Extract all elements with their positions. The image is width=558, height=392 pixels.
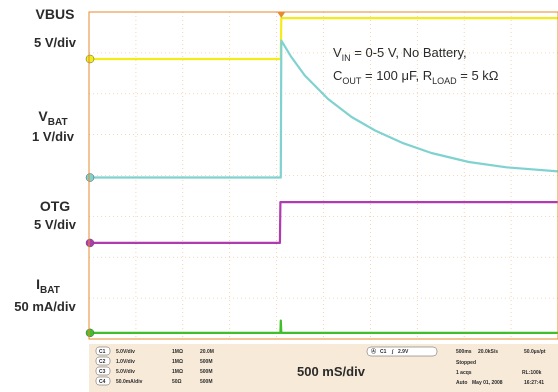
svg-text:VBUS: VBUS	[36, 6, 75, 22]
trace-vbat	[89, 39, 558, 179]
svg-text:5 V/div: 5 V/div	[34, 35, 77, 50]
svg-text:2.9V: 2.9V	[398, 349, 409, 355]
svg-text:RL:100k: RL:100k	[522, 370, 542, 376]
svg-text:VBAT: VBAT	[38, 108, 67, 128]
trigger-icon: Ⓐ	[371, 348, 376, 355]
channel-setting-row: C2 1.0V/div 1MΩ 500M	[95, 356, 213, 366]
ibat-label: IBAT 50 mA/div	[14, 276, 76, 314]
graticule	[89, 12, 558, 339]
channel-marker-vbat	[85, 173, 95, 182]
svg-text:1MΩ: 1MΩ	[172, 349, 183, 355]
svg-text:IBAT: IBAT	[36, 276, 60, 296]
trace-otg	[89, 201, 558, 244]
ibat-label-sub: BAT	[40, 285, 60, 296]
svg-text:Stopped: Stopped	[456, 360, 476, 366]
scope-screen	[89, 12, 558, 339]
svg-text:C1: C1	[99, 349, 106, 355]
svg-text:C4: C4	[99, 379, 106, 385]
svg-text:May 01, 2008: May 01, 2008	[472, 380, 503, 386]
waveform-traces	[89, 17, 558, 334]
svg-text:20.0M: 20.0M	[200, 349, 214, 355]
annotation-line1: = 0-5 V, No Battery,	[351, 45, 467, 60]
annotation-vin-sub: IN	[342, 53, 351, 63]
annotation-vin: V	[333, 45, 342, 60]
svg-text:COUT = 100 μF, RLOAD = 5 kΩ: COUT = 100 μF, RLOAD = 5 kΩ	[333, 68, 499, 86]
svg-text:1.0V/div: 1.0V/div	[116, 359, 135, 365]
svg-text:Auto: Auto	[456, 380, 467, 386]
trace-vbus	[89, 17, 558, 61]
svg-text:C3: C3	[99, 369, 106, 375]
channel-settings-panel: C1 5.0V/div 1MΩ 20.0M C2 1.0V/div 1MΩ 50…	[95, 346, 214, 386]
svg-text:500ms: 500ms	[456, 349, 472, 355]
svg-text:50.0mA/div: 50.0mA/div	[116, 379, 143, 385]
svg-text:5.0V/div: 5.0V/div	[116, 349, 135, 355]
screen-frame	[88, 11, 558, 340]
svg-text:1MΩ: 1MΩ	[172, 369, 183, 375]
svg-text:5.0V/div: 5.0V/div	[116, 369, 135, 375]
annotation-rload-value: = 5 kΩ	[457, 68, 499, 83]
ibat-label-name: I	[36, 276, 40, 292]
svg-text:50.0µs/pt: 50.0µs/pt	[524, 349, 546, 355]
channel-setting-row: C1 5.0V/div 1MΩ 20.0M	[95, 346, 214, 356]
vbat-label: VBAT 1 V/div	[32, 108, 75, 144]
channel-marker-ibat	[85, 328, 95, 338]
trace-ibat	[89, 319, 558, 334]
svg-text:1 acqs: 1 acqs	[456, 370, 472, 376]
svg-text:5 V/div: 5 V/div	[34, 217, 77, 232]
annotation-rload-sub: LOAD	[432, 76, 457, 86]
svg-text:50Ω: 50Ω	[172, 379, 182, 385]
svg-text:20.0kS/s: 20.0kS/s	[478, 349, 498, 355]
svg-text:16:27:41: 16:27:41	[524, 380, 544, 386]
test-conditions-annotation: VIN = 0-5 V, No Battery, COUT = 100 μF, …	[333, 45, 499, 86]
status-bar: C1 5.0V/div 1MΩ 20.0M C2 1.0V/div 1MΩ 50…	[89, 344, 558, 392]
trigger-position-marker	[277, 12, 286, 18]
trigger-readout: Ⓐ C1 ∫ 2.9V	[366, 346, 438, 357]
vbus-label: VBUS 5 V/div	[34, 6, 77, 50]
channel-markers	[85, 12, 286, 338]
channel-setting-row: C4 50.0mA/div 50Ω 500M	[95, 376, 213, 386]
svg-text:VIN = 0-5 V, No Battery,: VIN = 0-5 V, No Battery,	[333, 45, 467, 63]
channel-marker-otg	[85, 238, 95, 248]
svg-text:OTG: OTG	[40, 198, 70, 214]
annotation-cout: C	[333, 68, 342, 83]
channel-setting-row: C3 5.0V/div 1MΩ 500M	[95, 366, 213, 376]
svg-text:C2: C2	[99, 359, 106, 365]
annotation-cout-value: = 100	[361, 68, 401, 83]
timebase-label: 500 mS/div	[297, 364, 366, 379]
svg-text:500M: 500M	[200, 369, 213, 375]
svg-text:50 mA/div: 50 mA/div	[14, 299, 76, 314]
vbat-label-name: V	[38, 108, 48, 124]
annotation-cout-sub: OUT	[342, 76, 362, 86]
annotation-micro: μF, R	[402, 68, 433, 83]
otg-label: OTG 5 V/div	[34, 198, 77, 232]
status-bar-background	[89, 344, 558, 392]
svg-text:500M: 500M	[200, 379, 213, 385]
rising-edge-icon: ∫	[391, 349, 394, 355]
vbat-label-sub: BAT	[48, 117, 68, 128]
svg-text:C1: C1	[380, 349, 387, 355]
channel-marker-vbus	[85, 54, 95, 64]
acquisition-panel: 500ms 20.0kS/s 50.0µs/pt Stopped 1 acqs …	[456, 349, 546, 386]
svg-text:500M: 500M	[200, 359, 213, 365]
svg-text:1MΩ: 1MΩ	[172, 359, 183, 365]
svg-text:1 V/div: 1 V/div	[32, 129, 75, 144]
